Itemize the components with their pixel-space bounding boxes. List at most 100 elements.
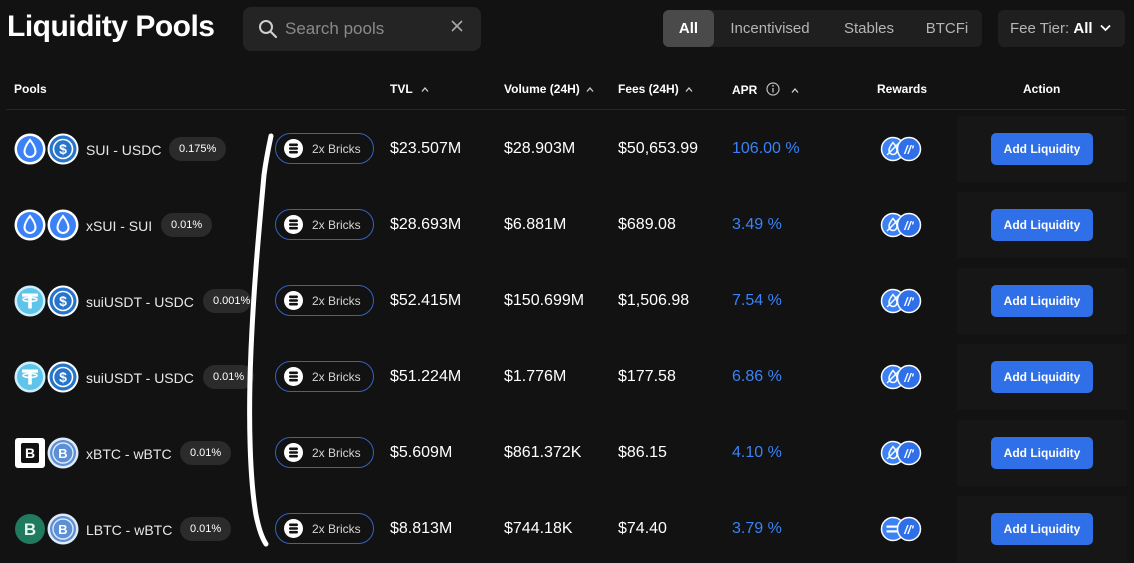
- fee-tier-badge: 0.01%: [203, 365, 255, 389]
- search-box[interactable]: [243, 7, 481, 51]
- column-header-tvl[interactable]: TVL: [390, 82, 429, 96]
- column-header-apr-label: APR: [732, 83, 758, 97]
- svg-text://': //': [903, 295, 915, 309]
- column-header-rewards: Rewards: [877, 82, 928, 96]
- svg-text:B: B: [58, 446, 67, 461]
- page-title: Liquidity Pools: [7, 10, 215, 43]
- pool-pair-name[interactable]: xSUI - SUI: [86, 218, 153, 234]
- svg-text://': //': [903, 523, 915, 537]
- rewards-icons[interactable]: //': [880, 136, 922, 162]
- fee-tier-value: All: [1073, 20, 1093, 37]
- bricks-icon: [284, 519, 303, 538]
- close-icon[interactable]: [451, 20, 463, 32]
- bricks-badge: 2x Bricks: [275, 513, 374, 544]
- tab-stables[interactable]: Stables: [843, 20, 895, 37]
- svg-text:B: B: [58, 522, 67, 537]
- table-row: B B xBTC - wBTC 0.01% 2x Bricks $5.609M …: [0, 415, 1134, 491]
- fee-tier-badge: 0.01%: [180, 441, 232, 465]
- volume-value: $1.776M: [504, 368, 567, 385]
- table-row: $ suiUSDT - USDC 0.01% 2x Bricks $51.224…: [0, 339, 1134, 415]
- sui-icon: [47, 209, 79, 241]
- svg-text://': //': [903, 371, 915, 385]
- bricks-badge: 2x Bricks: [275, 285, 374, 316]
- fee-tier-badge: 0.001%: [203, 289, 251, 313]
- bricks-icon: [284, 139, 303, 158]
- sort-up-icon: [421, 87, 429, 93]
- apr-value: 3.49 %: [732, 216, 782, 233]
- fees-value: $50,653.99: [618, 140, 699, 157]
- add-liquidity-button[interactable]: Add Liquidity: [991, 209, 1093, 241]
- bricks-icon: [284, 443, 303, 462]
- tvl-value: $52.415M: [390, 292, 462, 309]
- page-header: Liquidity Pools All Incentivised Stables…: [0, 0, 1134, 60]
- volume-value: $150.699M: [504, 292, 585, 309]
- tvl-value: $51.224M: [390, 368, 462, 385]
- fee-tier-dropdown[interactable]: Fee Tier: All: [998, 10, 1125, 47]
- svg-text:$: $: [59, 293, 67, 309]
- header-divider: [6, 109, 1126, 110]
- bricks-badge: 2x Bricks: [275, 209, 374, 240]
- pool-filter-tabs: All Incentivised Stables BTCFi: [663, 10, 982, 47]
- pool-pair-name[interactable]: SUI - USDC: [86, 142, 162, 158]
- add-liquidity-button[interactable]: Add Liquidity: [991, 285, 1093, 317]
- svg-text:$: $: [59, 369, 67, 385]
- fees-value: $689.08: [618, 216, 676, 233]
- sort-up-icon: [586, 87, 594, 93]
- info-icon[interactable]: [766, 82, 780, 96]
- svg-text:B: B: [24, 520, 36, 539]
- apr-value: 3.79 %: [732, 520, 782, 537]
- tab-btcfi[interactable]: BTCFi: [925, 20, 969, 37]
- sort-up-icon: [685, 87, 693, 93]
- add-liquidity-button[interactable]: Add Liquidity: [991, 513, 1093, 545]
- fees-value: $177.58: [618, 368, 676, 385]
- apr-value: 7.54 %: [732, 292, 782, 309]
- svg-text:$: $: [59, 141, 67, 157]
- partner-reward-icon: //': [896, 440, 922, 466]
- search-input[interactable]: [285, 15, 445, 43]
- bricks-label: 2x Bricks: [312, 522, 361, 536]
- lbtc-icon: B: [15, 514, 45, 544]
- fees-value: $74.40: [618, 520, 667, 537]
- column-header-apr[interactable]: APR: [732, 82, 799, 97]
- rewards-icons[interactable]: //': [880, 440, 922, 466]
- bricks-badge: 2x Bricks: [275, 361, 374, 392]
- column-header-action: Action: [1023, 82, 1061, 96]
- bracket-annotation: [247, 133, 274, 547]
- fees-value: $86.15: [618, 444, 667, 461]
- pool-pair-name[interactable]: xBTC - wBTC: [86, 446, 172, 462]
- table-row: xSUI - SUI 0.01% 2x Bricks $28.693M $6.8…: [0, 187, 1134, 263]
- column-header-fees[interactable]: Fees (24H): [618, 82, 693, 96]
- bricks-label: 2x Bricks: [312, 142, 361, 156]
- rewards-icons[interactable]: //': [880, 516, 922, 542]
- rewards-icons[interactable]: //': [880, 364, 922, 390]
- tether-icon: [14, 285, 46, 317]
- usdc-icon: $: [47, 133, 79, 165]
- bricks-icon: [284, 215, 303, 234]
- column-header-volume[interactable]: Volume (24H): [504, 82, 594, 96]
- add-liquidity-button[interactable]: Add Liquidity: [991, 133, 1093, 165]
- tab-incentivised[interactable]: Incentivised: [730, 20, 810, 37]
- usdc-icon: $: [47, 361, 79, 393]
- table-row: $ suiUSDT - USDC 0.001% 2x Bricks $52.41…: [0, 263, 1134, 339]
- apr-value: 106.00 %: [732, 140, 800, 157]
- rewards-icons[interactable]: //': [880, 212, 922, 238]
- pool-pair-name[interactable]: suiUSDT - USDC: [86, 294, 194, 310]
- pool-pair-name[interactable]: suiUSDT - USDC: [86, 370, 194, 386]
- fee-tier-badge: 0.01%: [161, 213, 213, 237]
- pool-pair-name[interactable]: LBTC - wBTC: [86, 522, 173, 538]
- volume-value: $744.18K: [504, 520, 573, 537]
- rewards-icons[interactable]: //': [880, 288, 922, 314]
- volume-value: $861.372K: [504, 444, 582, 461]
- bricks-label: 2x Bricks: [312, 370, 361, 384]
- add-liquidity-button[interactable]: Add Liquidity: [991, 437, 1093, 469]
- sort-up-icon: [791, 88, 799, 94]
- apr-value: 6.86 %: [732, 368, 782, 385]
- wbtc-icon: B: [47, 513, 79, 545]
- bricks-label: 2x Bricks: [312, 294, 361, 308]
- bricks-badge: 2x Bricks: [275, 437, 374, 468]
- column-header-pools: Pools: [14, 82, 47, 96]
- wbtc-icon: B: [47, 437, 79, 469]
- tab-all[interactable]: All: [663, 10, 714, 47]
- volume-value: $6.881M: [504, 216, 567, 233]
- add-liquidity-button[interactable]: Add Liquidity: [991, 361, 1093, 393]
